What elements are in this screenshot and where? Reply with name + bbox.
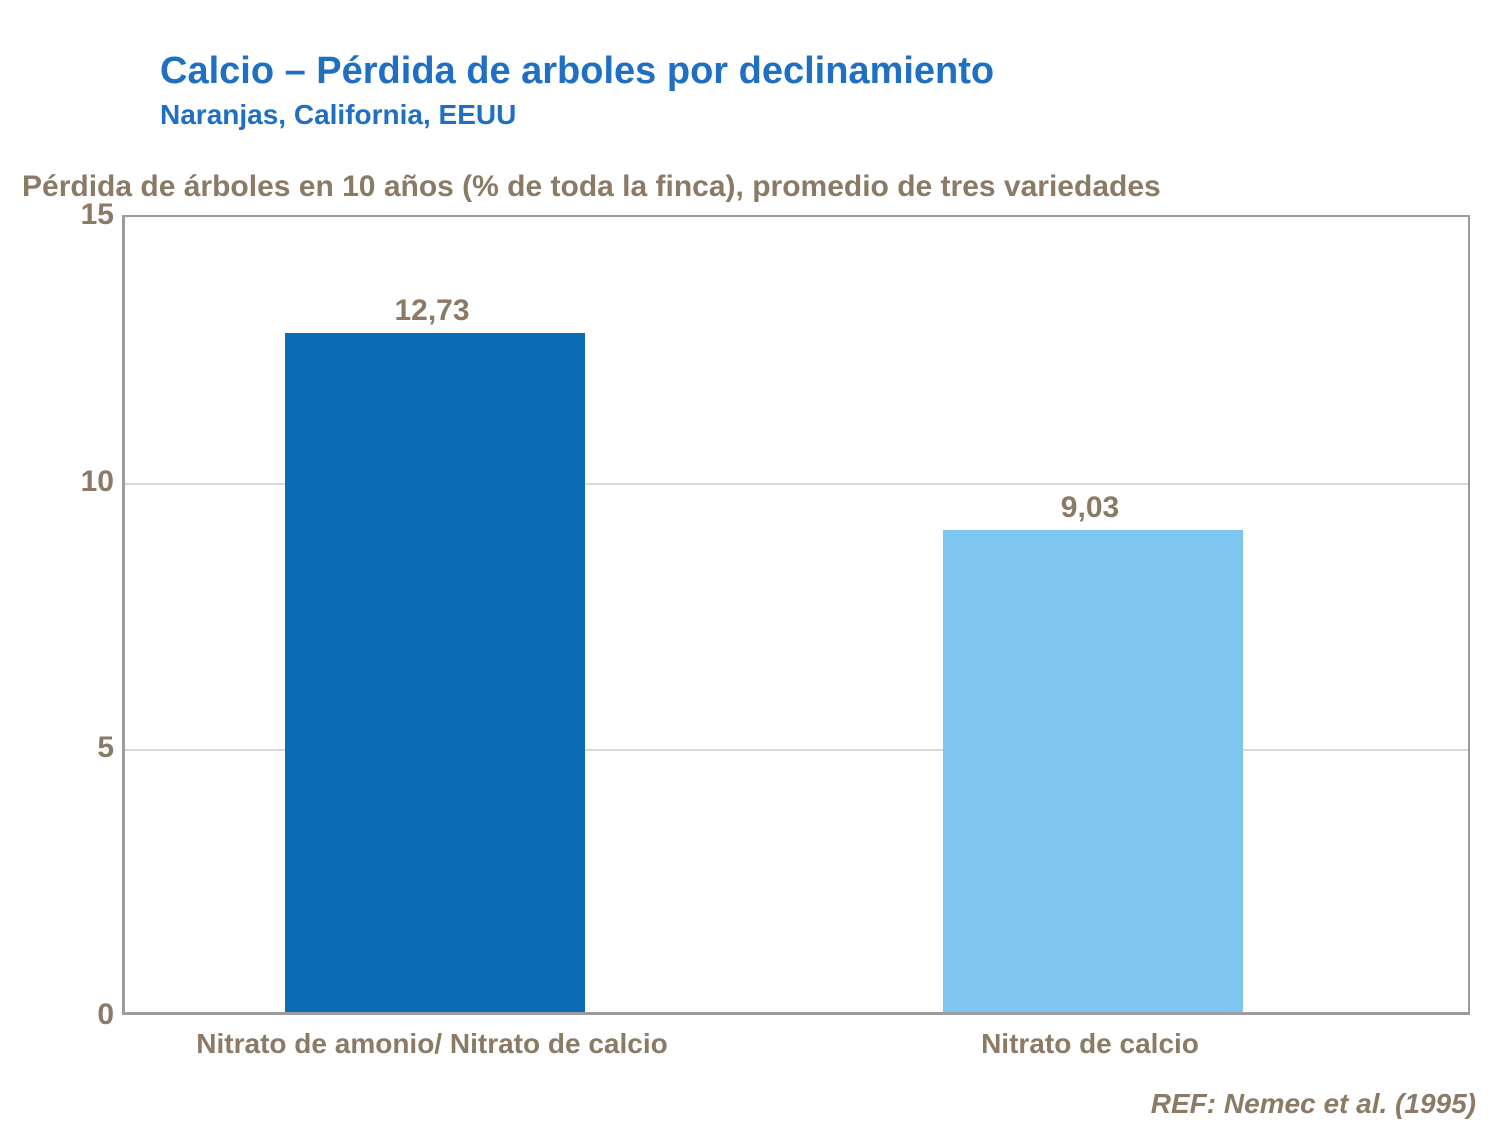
y-tick-label: 15: [54, 198, 114, 232]
x-tick-label: Nitrato de amonio/ Nitrato de calcio: [196, 1028, 667, 1060]
y-tick-label: 10: [54, 465, 114, 499]
title-main: Calcio – Pérdida de arboles por declinam…: [160, 50, 994, 93]
y-axis-label: Pérdida de árboles en 10 años (% de toda…: [22, 170, 1161, 204]
bar-chart: [122, 215, 1470, 1015]
title-block: Calcio – Pérdida de arboles por declinam…: [160, 50, 994, 131]
title-sub: Naranjas, California, EEUU: [160, 99, 994, 131]
bar: [285, 333, 585, 1012]
y-tick-label: 0: [54, 998, 114, 1032]
bar: [943, 530, 1243, 1012]
reference-citation: REF: Nemec et al. (1995): [1151, 1088, 1476, 1120]
bar-value-label: 9,03: [1061, 491, 1119, 525]
bar-value-label: 12,73: [394, 294, 469, 328]
y-tick-label: 5: [54, 731, 114, 765]
x-tick-label: Nitrato de calcio: [981, 1028, 1199, 1060]
